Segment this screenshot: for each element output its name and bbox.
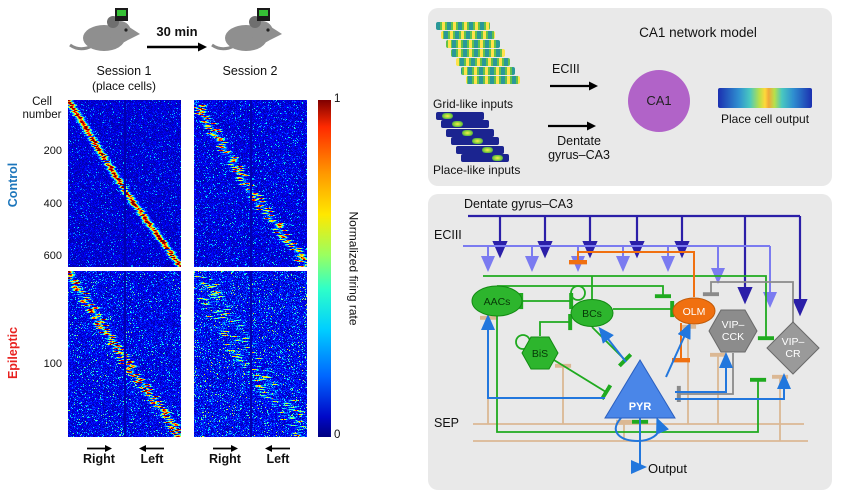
place-inputs-icon (436, 112, 532, 164)
dentate-line1: Dentate (557, 134, 601, 148)
xdir-right-word: Right (83, 452, 115, 466)
colorbar-label: Normalized firing rate (346, 211, 361, 326)
node-aacs-label: AACs (484, 296, 511, 308)
cell-number-line2: number (22, 109, 62, 121)
left-arrow-icon (139, 445, 164, 452)
xdir-left-word: Left (140, 452, 164, 466)
eciii-input-label: ECIII (552, 62, 580, 76)
interval-label: 30 min (156, 24, 198, 39)
group-label-control: Control (6, 162, 20, 208)
node-bcs: BCs (570, 299, 614, 327)
colorbar-min: 0 (334, 429, 341, 441)
place-cell-output-label: Place cell output (720, 112, 810, 126)
eciii-arrow-icon (550, 81, 598, 91)
node-bis: BiS (521, 336, 559, 370)
node-vip-cr-label1: VIP– (782, 336, 805, 348)
session1-sublabel: (place cells) (91, 79, 157, 93)
node-olm: OLM (672, 297, 716, 325)
node-bcs-label: BCs (582, 308, 602, 320)
session2-label: Session 2 (222, 64, 278, 78)
circuit-sep-label: SEP (434, 416, 460, 430)
xdir-left-col2: Left (256, 444, 300, 466)
dentate-input-label: Dentate gyrus–CA3 (538, 134, 620, 162)
heatmap-control-session1 (68, 100, 181, 267)
cell-number-line1: Cell (32, 96, 52, 108)
heatmap-epileptic-session1 (68, 271, 181, 437)
xdir-left-word: Left (266, 452, 290, 466)
xdir-right-col1: Right (77, 444, 121, 466)
grid-inputs-label: Grid-like inputs (433, 97, 514, 111)
grid-inputs-icon (436, 22, 532, 94)
pyr-excitatory-connections (481, 314, 791, 474)
heatmap-epileptic-session2 (194, 271, 307, 437)
colorbar (318, 100, 331, 437)
model-panel-title: CA1 network model (639, 25, 757, 40)
interneuron-inhibitory-connections (483, 275, 775, 433)
node-vip-cck-label1: VIP– (722, 319, 745, 331)
ytick-control-600: 600 (43, 250, 62, 262)
node-vip-cck-label2: CCK (722, 331, 744, 343)
ytick-control-400: 400 (43, 198, 62, 210)
dentate-arrow-icon (548, 121, 596, 131)
circuit-eciii-label: ECIII (434, 228, 462, 242)
node-pyr-label: PYR (629, 401, 652, 413)
circuit-output-label: Output (648, 461, 688, 476)
place-inputs-label: Place-like inputs (433, 163, 521, 177)
right-arrow-icon (87, 445, 112, 452)
node-olm-label: OLM (683, 306, 706, 318)
mouse-miniscope-icon-session1 (69, 8, 140, 51)
ytick-epileptic-100: 100 (43, 358, 62, 370)
cell-number-axis-label: Cell number (18, 96, 66, 122)
place-cell-output-strip (718, 88, 812, 108)
mouse-miniscope-icon-session2 (211, 8, 282, 51)
eciii-projections (463, 245, 777, 308)
interval-arrow-icon (147, 42, 207, 52)
xdir-right-col2: Right (203, 444, 247, 466)
right-arrow-icon (213, 445, 238, 452)
ca1-node: CA1 (628, 70, 690, 132)
node-aacs: AACs (471, 285, 523, 317)
xdir-right-word: Right (209, 452, 241, 466)
dentate-line2: gyrus–CA3 (548, 148, 610, 162)
xdir-left-col1: Left (130, 444, 174, 466)
ytick-control-200: 200 (43, 145, 62, 157)
node-pyr: PYR (604, 359, 676, 419)
node-bis-label: BiS (532, 348, 548, 360)
group-label-epileptic: Epileptic (6, 326, 20, 380)
sep-projections (473, 315, 808, 442)
node-vip-cr: VIP– CR (766, 321, 820, 375)
node-vip-cck: VIP– CCK (708, 309, 758, 353)
node-vip-cr-label2: CR (785, 348, 801, 360)
vip-inhibitory-connections (676, 281, 794, 403)
session1-label: Session 1 (96, 64, 152, 78)
dentate-gyrus-ca3-projections (468, 214, 808, 317)
heatmap-control-session2 (194, 100, 307, 267)
circuit-diagram: AACs BCs BiS OLM VIP– CCK VIP– CR PYR (463, 214, 820, 474)
interval-wrap: 30 min (146, 24, 208, 52)
left-arrow-icon (265, 445, 290, 452)
circuit-dentate-label: Dentate gyrus–CA3 (464, 197, 574, 211)
colorbar-max: 1 (334, 93, 341, 105)
